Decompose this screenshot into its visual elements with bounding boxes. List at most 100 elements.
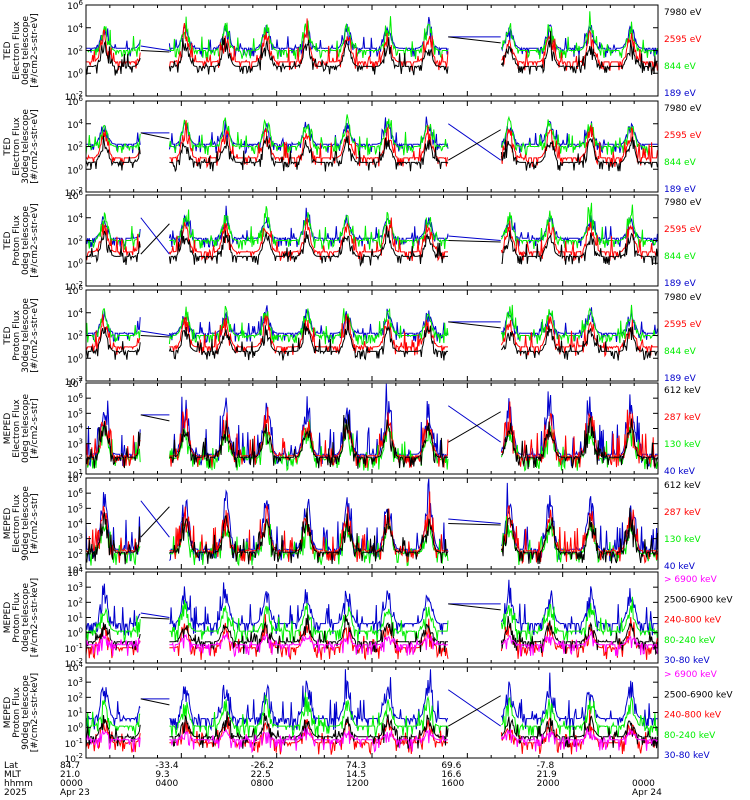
legend-entry: 7980 eV [664, 198, 702, 208]
y-tick-label: 104 [67, 22, 83, 35]
legend-entry: 844 eV [664, 252, 697, 262]
legend-entry: 612 keV [664, 481, 701, 491]
y-axis-label-line: [#/cm2-s-str-eV] [30, 203, 40, 278]
legend-entry: 240-800 keV [664, 711, 722, 721]
y-tick-label: 101 [67, 563, 83, 576]
x-tick-label: 0000 [632, 779, 655, 789]
gap-connector [448, 240, 501, 243]
y-tick-label: 105 [67, 502, 83, 515]
gap-connector [140, 335, 170, 338]
x-tick-label: 21.0 [60, 770, 80, 780]
legend-entry: 287 keV [664, 413, 701, 423]
y-tick-label: 104 [67, 518, 83, 531]
legend-entry: 240-800 keV [664, 616, 722, 626]
y-axis-label-line: [#/cm2-s-str-eV] [30, 298, 40, 373]
x-tick-label: 0400 [155, 779, 178, 789]
y-axis-label: MEPED Electron Flux 0deg telescope [#/cm2-s… [3, 394, 40, 464]
y-tick-label: 106 [67, 392, 83, 405]
panel-meped-proton-90deg: 104 103 102 101 100 10-1 10-2 MEPED Proton Flux 9… [3, 661, 733, 765]
gap-connector [140, 617, 170, 620]
legend-entry: 189 eV [664, 279, 697, 289]
panel-traces [85, 11, 658, 76]
x-axis-row-label: 2025 [4, 788, 27, 798]
y-axis-label-line: Proton Flux [12, 687, 22, 738]
legend-entry: 2595 eV [664, 35, 702, 45]
gap-connector [447, 123, 501, 161]
y-tick-label: 106 [67, 189, 83, 202]
x-tick-label: 16.6 [441, 770, 461, 780]
gap-connector [448, 518, 501, 524]
legend-entry: > 6900 keV [664, 575, 718, 585]
legend-entry: 2595 eV [664, 131, 702, 141]
y-tick-label: 10-2 [65, 90, 83, 103]
trace-80-240-kev [85, 596, 658, 644]
legend-entry: 130 keV [664, 440, 701, 450]
y-axis-label-line: 0deg telescope [21, 16, 31, 86]
y-tick-label: 104 [67, 118, 83, 131]
legend: 7980 eV 2595 eV 844 eV 189 eV [664, 293, 702, 384]
y-axis-label-line: Proton Flux [12, 310, 22, 361]
y-axis-label-line: Electron Flux [12, 21, 22, 80]
y-tick-label: 10-2 [65, 657, 83, 670]
y-tick-label: 106 [67, 284, 83, 297]
trace-7980-ev [85, 135, 658, 173]
x-axis-row-label: MLT [4, 770, 22, 780]
panel-meped-electron-0deg: 107 106 105 104 103 102 101 MEPED Electron Flux 0… [3, 377, 701, 481]
y-tick-label: 104 [67, 212, 83, 225]
y-axis-label: MEPED Proton Flux 90deg telescope [#/cm2-s-… [3, 673, 40, 752]
x-tick-label: 69.6 [441, 761, 461, 771]
y-tick-label: 10-2 [65, 375, 83, 388]
legend: 7980 eV 2595 eV 844 eV 189 eV [664, 8, 702, 99]
y-tick-label: 103 [67, 676, 83, 689]
y-tick-label: 101 [67, 707, 83, 720]
legend-entry: 80-240 keV [664, 636, 716, 646]
y-tick-label: 104 [67, 661, 83, 674]
x-axis-row-label: Lat [4, 761, 19, 771]
y-tick-label: 102 [67, 45, 83, 58]
y-axis-label-line: 0deg telescope [21, 206, 31, 276]
legend-entry: 2595 eV [664, 320, 702, 330]
legend: 7980 eV 2595 eV 844 eV 189 eV [664, 104, 702, 195]
trace-189-ev [86, 116, 658, 155]
legend-entry: 2595 eV [664, 225, 702, 235]
y-tick-label: 10-1 [65, 642, 83, 655]
x-tick-label: 1200 [346, 779, 369, 789]
y-tick-label: 10-1 [65, 737, 83, 750]
legend-entry: 7980 eV [664, 104, 702, 114]
x-tick-label: -26.2 [251, 761, 274, 771]
y-tick-label: 103 [67, 533, 83, 546]
x-tick-label: Apr 24 [632, 788, 662, 798]
y-axis-label-line: Proton Flux [12, 215, 22, 266]
legend: 612 keV 287 keV 130 keV 40 keV [664, 481, 701, 572]
panel-traces [85, 579, 658, 661]
panel-meped-electron-90deg: 107 106 105 104 103 102 101 MEPED Electron Flux 9… [3, 472, 701, 576]
x-tick-label: 74.3 [346, 761, 366, 771]
y-axis-label-line: [#/cm2-s-str-eV] [30, 13, 40, 88]
trace-7980-ev [85, 225, 658, 268]
y-axis-label-line: 0deg telescope [21, 394, 31, 464]
panel-traces [85, 202, 658, 268]
y-axis-label-line: Proton Flux [12, 592, 22, 643]
gap-connector [448, 36, 501, 44]
y-tick-label: 106 [67, 487, 83, 500]
gap-connector [140, 506, 170, 538]
x-tick-label: 0000 [60, 779, 83, 789]
legend-entry: 189 eV [664, 89, 697, 99]
y-tick-label: 103 [67, 581, 83, 594]
y-tick-label: 100 [67, 352, 83, 365]
y-tick-label: 100 [67, 722, 83, 735]
legend-entry: 844 eV [664, 347, 697, 357]
y-axis-label-line: [#/cm2-s-str-keV] [30, 578, 40, 657]
panel-ted-proton-30deg: 106 104 102 100 10-2 TED Proton Flux 30deg tele… [3, 284, 702, 388]
legend: 7980 eV 2595 eV 844 eV 189 eV [664, 198, 702, 289]
gap-connector [448, 603, 501, 611]
y-tick-label: 107 [67, 377, 83, 390]
y-axis-label: MEPED Proton Flux 0deg telescope [#/cm2-s-s… [3, 578, 40, 657]
x-tick-label: 2000 [537, 779, 560, 789]
y-tick-label: 106 [67, 95, 83, 108]
y-tick-label: 105 [67, 407, 83, 420]
gap-connector [140, 500, 170, 538]
legend-entry: 80-240 keV [664, 731, 716, 741]
panel-ted-electron-0deg: 106 104 102 100 10-2 TED Electron Flux 0deg tel… [3, 0, 702, 103]
